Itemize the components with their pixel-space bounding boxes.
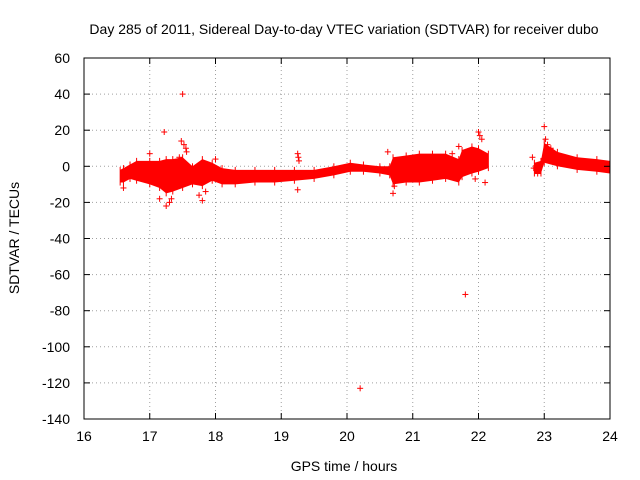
data-point bbox=[384, 148, 391, 155]
data-point bbox=[544, 141, 551, 148]
data-point bbox=[482, 179, 489, 186]
y-axis-label: SDTVAR / TECUs bbox=[6, 182, 22, 294]
x-tick-label: 24 bbox=[602, 428, 618, 444]
data-series bbox=[119, 91, 611, 392]
x-axis-label: GPS time / hours bbox=[291, 458, 398, 474]
data-point bbox=[161, 129, 168, 136]
y-tick-label: -140 bbox=[42, 411, 70, 427]
data-point bbox=[391, 183, 398, 190]
x-tick-label: 18 bbox=[208, 428, 224, 444]
data-point bbox=[212, 156, 219, 163]
data-point bbox=[542, 136, 549, 143]
data-point bbox=[120, 184, 127, 191]
data-point bbox=[449, 150, 456, 157]
grid-lines bbox=[84, 58, 610, 419]
y-tick-label: 40 bbox=[54, 86, 70, 102]
x-tick-label: 23 bbox=[536, 428, 552, 444]
data-point bbox=[196, 192, 203, 199]
y-tick-label: 20 bbox=[54, 122, 70, 138]
data-point bbox=[146, 150, 153, 157]
x-tick-label: 19 bbox=[273, 428, 289, 444]
data-point bbox=[176, 154, 183, 161]
data-point bbox=[547, 145, 554, 152]
chart-title: Day 285 of 2011, Sidereal Day-to-day VTE… bbox=[89, 21, 598, 37]
data-point bbox=[168, 195, 175, 202]
x-tick-label: 16 bbox=[76, 428, 92, 444]
data-point bbox=[476, 132, 483, 139]
data-point bbox=[199, 197, 206, 204]
data-point bbox=[180, 141, 187, 148]
plot-frame bbox=[83, 57, 611, 420]
data-point bbox=[541, 123, 548, 130]
data-point bbox=[295, 154, 302, 161]
data-point bbox=[530, 165, 537, 172]
y-tick-label: 0 bbox=[62, 158, 70, 174]
data-point bbox=[179, 91, 186, 98]
x-tick-label: 21 bbox=[405, 428, 421, 444]
y-tick-label: -120 bbox=[42, 375, 70, 391]
y-tick-label: -60 bbox=[50, 267, 70, 283]
data-point bbox=[182, 145, 189, 152]
x-tick-label: 20 bbox=[339, 428, 355, 444]
data-point bbox=[472, 175, 479, 182]
data-band bbox=[120, 146, 489, 194]
y-tick-label: -20 bbox=[50, 194, 70, 210]
x-tick-label: 22 bbox=[471, 428, 487, 444]
x-tick-labels: 16 17 18 19 20 21 22 23 24 bbox=[76, 428, 618, 444]
y-tick-label: -80 bbox=[50, 303, 70, 319]
data-point bbox=[534, 170, 541, 177]
data-point bbox=[294, 150, 301, 157]
data-point bbox=[478, 136, 485, 143]
data-point bbox=[156, 195, 163, 202]
x-tick-label: 17 bbox=[142, 428, 158, 444]
y-tick-labels: 60 40 20 0 -20 -40 -60 -80 -100 -120 -140 bbox=[42, 50, 70, 427]
data-point bbox=[390, 190, 397, 197]
data-band bbox=[534, 142, 610, 174]
y-tick-label: -40 bbox=[50, 231, 70, 247]
y-tick-label: 60 bbox=[54, 50, 70, 66]
data-point bbox=[178, 138, 185, 145]
y-tick-label: -100 bbox=[42, 339, 70, 355]
data-point bbox=[296, 157, 303, 164]
data-point bbox=[163, 203, 170, 210]
data-point bbox=[183, 148, 190, 155]
data-point bbox=[357, 385, 364, 392]
data-point bbox=[166, 199, 173, 206]
data-point bbox=[462, 291, 469, 298]
data-point bbox=[294, 186, 301, 193]
data-point bbox=[202, 188, 209, 195]
data-point bbox=[475, 129, 482, 136]
data-point bbox=[529, 154, 536, 161]
data-point bbox=[455, 143, 462, 150]
